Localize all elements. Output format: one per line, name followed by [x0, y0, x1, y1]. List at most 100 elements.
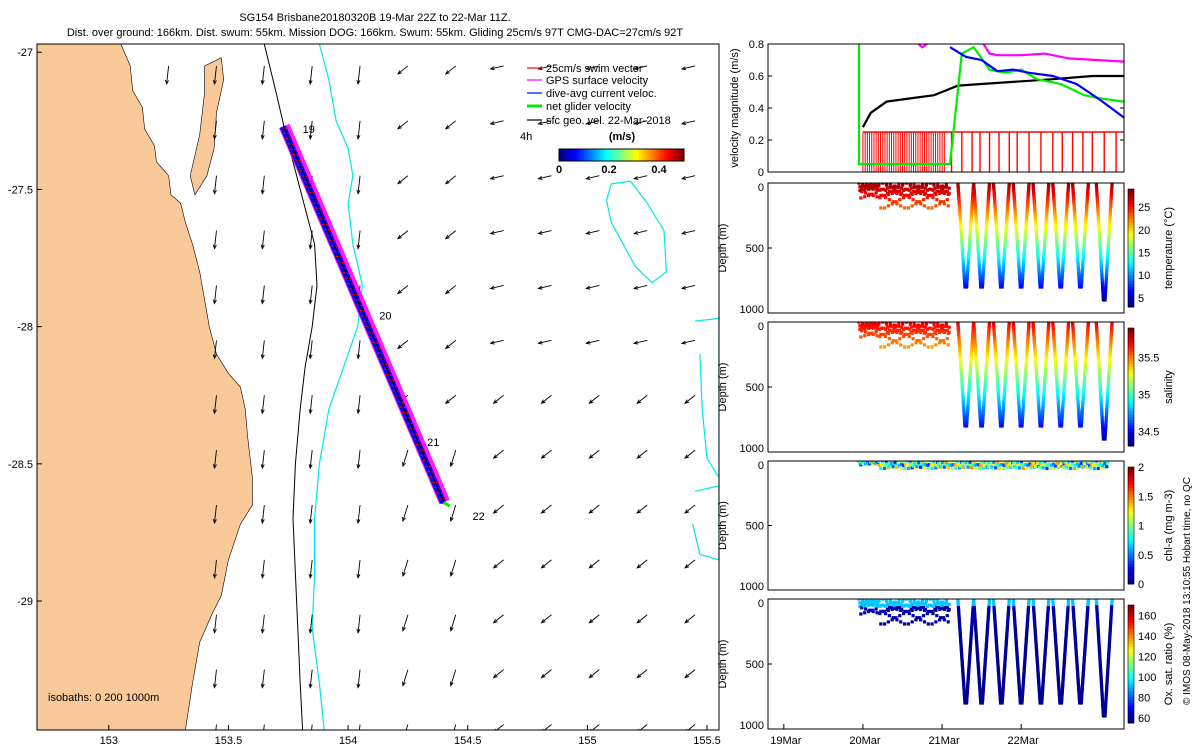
section-sample [1047, 461, 1051, 463]
depth-ytick-label: 1000 [740, 304, 764, 316]
section-sample [1081, 678, 1085, 683]
section-sample [893, 603, 897, 607]
section-sample [984, 370, 988, 374]
section-sample [1053, 221, 1058, 225]
section-sample [1035, 375, 1039, 380]
section-sample [960, 665, 965, 669]
section-sample [1035, 381, 1039, 385]
section-sample [1044, 365, 1048, 369]
section-sample [1036, 671, 1040, 676]
section-sample [1007, 184, 1011, 189]
section-sample [1025, 212, 1029, 216]
section-sample [1006, 618, 1010, 622]
section-colorbar-tick-label: 35 [1138, 389, 1150, 401]
section-sample [984, 363, 989, 367]
section-sample [933, 325, 937, 329]
section-sample [976, 659, 980, 663]
section-sample [1073, 635, 1077, 639]
section-sample [1085, 344, 1089, 348]
section-sample [921, 189, 926, 193]
section-sample [1076, 396, 1080, 400]
section-sample [1077, 415, 1081, 419]
geo-arrow-head [260, 244, 265, 250]
geo-arrow-shaft [490, 285, 504, 289]
section-sample [1017, 266, 1021, 270]
section-sample [873, 322, 877, 325]
section-sample [935, 464, 939, 468]
section-sample [985, 351, 989, 355]
section-sample [973, 621, 977, 625]
section-sample [960, 375, 964, 380]
section-sample [956, 602, 960, 606]
section-sample [1000, 419, 1005, 423]
section-sample [1080, 278, 1084, 282]
section-sample [978, 280, 983, 284]
section-sample [1022, 255, 1026, 260]
section-sample [983, 659, 987, 663]
section-sample [883, 604, 888, 608]
section-colorbar-cell [1128, 286, 1134, 290]
section-sample [893, 323, 897, 327]
velocity-series-line [857, 44, 1124, 166]
section-sample [967, 242, 972, 246]
geo-arrow-shaft [684, 504, 696, 514]
section-sample [994, 633, 998, 637]
section-sample [920, 185, 925, 189]
section-sample [1033, 212, 1037, 216]
section-sample [972, 332, 977, 336]
section-sample [992, 602, 996, 606]
section-sample [1054, 372, 1058, 376]
section-colorbar-cell [1128, 519, 1134, 524]
section-sample [943, 189, 947, 193]
section-sample [957, 336, 961, 340]
section-colorbar-cell [1128, 292, 1134, 296]
section-sample [945, 337, 949, 341]
section-sample [897, 185, 901, 189]
section-sample [1005, 209, 1009, 213]
colorbar-label: (m/s) [609, 131, 636, 143]
section-sample [939, 616, 943, 620]
section-sample [1082, 665, 1086, 669]
section-sample [1070, 463, 1074, 467]
section-sample [992, 606, 996, 610]
section-sample [1033, 351, 1037, 355]
section-sample [1021, 275, 1025, 279]
section-sample [1035, 236, 1039, 241]
section-sample [1013, 214, 1018, 218]
geo-arrow-head [402, 571, 406, 577]
section-sample [1014, 640, 1018, 644]
geo-arrow-shaft [684, 394, 696, 404]
section-sample [1027, 322, 1031, 326]
geo-arrow-head [308, 134, 313, 140]
section-sample [1077, 687, 1081, 691]
geo-arrow-head [449, 462, 454, 468]
geo-arrow-head [588, 509, 594, 514]
section-sample [1055, 384, 1059, 388]
section-sample [1072, 348, 1077, 352]
section-sample [1035, 652, 1039, 657]
section-sample [994, 355, 998, 359]
section-sample [1025, 621, 1030, 625]
section-sample [992, 329, 996, 333]
section-sample [982, 675, 986, 679]
section-sample [1080, 280, 1084, 284]
section-sample [1074, 375, 1078, 380]
section-sample [1026, 341, 1030, 345]
section-sample [1037, 275, 1042, 279]
section-sample [1041, 403, 1045, 407]
section-sample [947, 602, 951, 606]
section-sample [1065, 200, 1069, 204]
section-sample [935, 189, 939, 193]
geo-arrow-head [540, 399, 546, 404]
oxygen-section-colorbar-label: Ox. sat. ratio (%) [1163, 623, 1175, 706]
section-sample [986, 336, 991, 340]
section-sample [937, 328, 941, 332]
section-sample [972, 602, 976, 606]
section-sample [969, 223, 973, 227]
section-sample [1016, 396, 1021, 400]
section-colorbar-tick-label: 25 [1138, 202, 1150, 214]
section-sample [1077, 464, 1081, 468]
section-sample [1105, 677, 1109, 681]
section-sample [975, 231, 979, 235]
section-sample [921, 198, 926, 202]
